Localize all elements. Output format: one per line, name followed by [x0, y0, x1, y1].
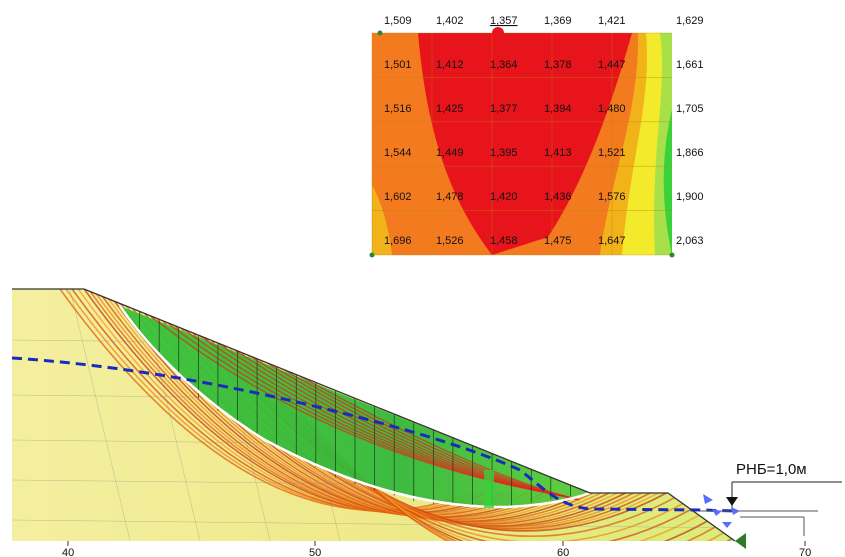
fs-grid-value: 1,696 [384, 235, 412, 247]
fs-minimum-value: 1,357 [490, 15, 518, 27]
x-axis-tick-label: 50 [309, 547, 321, 557]
fs-grid-value: 1,544 [384, 147, 412, 159]
mass-trial-surfaces [149, 315, 581, 501]
grid-corner-bottom-left [369, 252, 375, 258]
grid-corner-top-left [377, 30, 383, 36]
fs-grid-value: 1,526 [436, 235, 464, 247]
fs-grid-value: 1,509 [384, 15, 412, 27]
fs-grid-value: 1,516 [384, 103, 412, 115]
trial-slip-surface [113, 300, 544, 518]
toe-marker [735, 533, 746, 549]
fs-grid-value: 1,395 [490, 147, 518, 159]
trial-slip-surface [89, 291, 512, 515]
fs-grid-value: 1,661 [676, 59, 704, 71]
x-axis-tick-label: 40 [62, 547, 74, 557]
trial-slip-surface [101, 295, 528, 517]
fs-grid-value: 1,705 [676, 103, 704, 115]
fs-grid-value: 1,576 [598, 191, 626, 203]
fs-grid-value: 1,602 [384, 191, 412, 203]
fs-grid-value: 1,475 [544, 235, 572, 247]
water-level-triangle-icon [726, 497, 738, 506]
slope-section [11, 288, 746, 549]
fs-grid-value: 1,866 [676, 147, 704, 159]
fs-grid-value: 1,378 [544, 59, 572, 71]
mesh-line-h [12, 519, 735, 529]
fs-grid-value: 1,369 [544, 15, 572, 27]
fs-grid-value: 1,413 [544, 147, 572, 159]
trial-slip-surface [107, 298, 536, 518]
fs-contour-grid: 1,509 1,402 1,357 1,369 1,421 1,629 1,501 1,412… [369, 15, 704, 258]
fs-grid-value: 1,421 [598, 15, 626, 27]
fs-grid-value: 1,478 [436, 191, 464, 203]
fs-grid-value: 1,629 [676, 15, 704, 27]
trial-slip-surface [83, 289, 504, 514]
trial-slip-surface [77, 289, 495, 514]
mesh-line-v [69, 289, 131, 541]
water-level-label: РНБ=1,0м [736, 461, 807, 478]
fs-grid-value: 1,425 [436, 103, 464, 115]
fs-grid-value: 1,647 [598, 235, 626, 247]
trial-slip-surface [95, 293, 520, 516]
water-level-annotation: РНБ=1,0м [700, 461, 842, 536]
slice-lines [139, 311, 571, 507]
fs-grid-value: 1,420 [490, 191, 518, 203]
fs-contour-fill [372, 33, 672, 255]
fs-grid-value: 1,447 [598, 59, 626, 71]
x-axis-tick-label: 70 [799, 547, 811, 557]
fs-grid-values: 1,509 1,402 1,357 1,369 1,421 1,629 1,501 1,412… [384, 15, 704, 247]
fs-grid-value: 1,480 [598, 103, 626, 115]
x-axis: 40 50 60 70 [62, 541, 811, 557]
fs-grid-value: 1,900 [676, 191, 704, 203]
grid-corner-bottom-right [669, 252, 675, 258]
fs-grid-value: 1,412 [436, 59, 464, 71]
fs-grid-value: 1,458 [490, 235, 518, 247]
fs-grid-lines [371, 32, 672, 256]
fs-grid-value: 1,377 [490, 103, 518, 115]
x-axis-tick-label: 60 [557, 547, 569, 557]
fs-grid-value: 1,394 [544, 103, 572, 115]
fs-grid-value: 2,063 [676, 235, 704, 247]
fs-grid-value: 1,449 [436, 147, 464, 159]
highlighted-slice [484, 470, 494, 508]
phreatic-line [11, 356, 736, 513]
water-pressure-arrows [703, 494, 740, 528]
fs-grid-value: 1,436 [544, 191, 572, 203]
fs-grid-value: 1,364 [490, 59, 518, 71]
critical-slip-surface [118, 305, 591, 509]
fs-grid-value: 1,501 [384, 59, 412, 71]
mass-trial-surface [299, 375, 581, 501]
fs-grid-value: 1,521 [598, 147, 626, 159]
contour-critical [418, 33, 632, 255]
critical-center-marker [492, 27, 504, 39]
trial-slip-surface [71, 289, 487, 513]
fs-grid-value: 1,402 [436, 15, 464, 27]
